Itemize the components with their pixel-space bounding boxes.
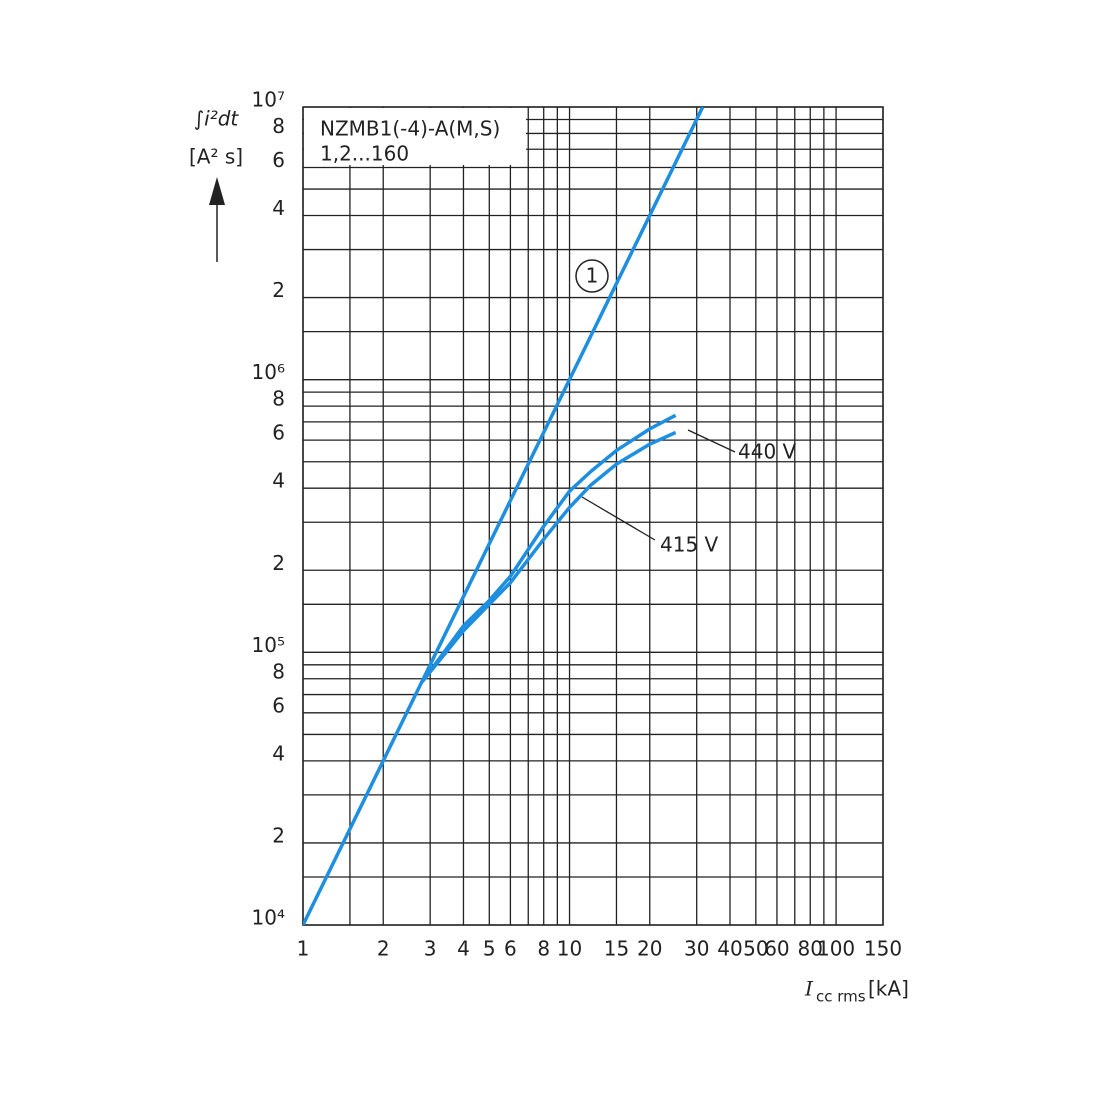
y-tick-label: 2 — [272, 278, 285, 302]
y-tick-label: 10⁶ — [252, 360, 285, 384]
lines — [303, 107, 705, 925]
label-box — [304, 108, 526, 165]
y-tick-label: 8 — [272, 387, 285, 411]
x-tick-label: 15 — [604, 937, 629, 961]
x-tick-label: 30 — [684, 937, 709, 961]
x-tick-label: 10 — [557, 937, 582, 961]
x-tick-label: 5 — [483, 937, 496, 961]
y-tick-label: 2 — [272, 823, 285, 847]
leader-line — [687, 429, 736, 453]
series-label: 1 — [586, 264, 599, 288]
box-title: NZMB1(-4)-A(M,S) — [320, 117, 500, 141]
y-tick-label: 6 — [272, 421, 285, 445]
x-tick-label: 150 — [864, 937, 902, 961]
y-tick-label: 4 — [272, 196, 285, 220]
y-tick-label: 2 — [272, 551, 285, 575]
x-tick-label: 40 — [717, 937, 742, 961]
y-tick-label: 4 — [272, 741, 285, 765]
y-tick-label: 10⁵ — [252, 633, 285, 657]
x-axis-subscript: cc rms — [816, 988, 866, 1006]
y-axis-unit: [A² s] — [189, 145, 243, 169]
series-label: 415 V — [660, 533, 719, 557]
y-tick-label: 10⁴ — [252, 906, 285, 930]
y-tick-label: 10⁷ — [252, 88, 285, 112]
y-arrow-head — [209, 177, 225, 205]
y-tick-label: 8 — [272, 659, 285, 683]
y-tick-label: 6 — [272, 693, 285, 717]
x-tick-label: 3 — [424, 937, 437, 961]
x-tick-label: 1 — [297, 937, 310, 961]
series-label: 440 V — [738, 440, 797, 464]
x-tick-label: 50 — [743, 937, 768, 961]
plot-frame — [302, 106, 884, 926]
y-axis-label: ∫i²dt — [194, 107, 240, 131]
y-tick-label: 6 — [272, 148, 285, 172]
y-tick-label: 4 — [272, 469, 285, 493]
leader-line — [581, 496, 656, 541]
x-tick-label: 2 — [377, 937, 390, 961]
x-axis-symbol: I — [804, 977, 814, 1001]
y-tick-label: 8 — [272, 114, 285, 138]
x-tick-label: 6 — [504, 937, 517, 961]
series-line — [303, 107, 705, 925]
x-axis-unit: [kA] — [868, 977, 909, 1001]
x-tick-label: 4 — [457, 937, 470, 961]
x-tick-label: 100 — [817, 937, 855, 961]
series-line — [420, 413, 677, 683]
x-tick-label: 8 — [537, 937, 550, 961]
x-tick-label: 80 — [798, 937, 823, 961]
x-tick-label: 20 — [637, 937, 662, 961]
grid — [302, 106, 884, 926]
series-marker — [575, 259, 609, 293]
box-subtitle: 1,2...160 — [320, 142, 409, 166]
series-line — [420, 430, 677, 683]
x-tick-label: 60 — [764, 937, 789, 961]
